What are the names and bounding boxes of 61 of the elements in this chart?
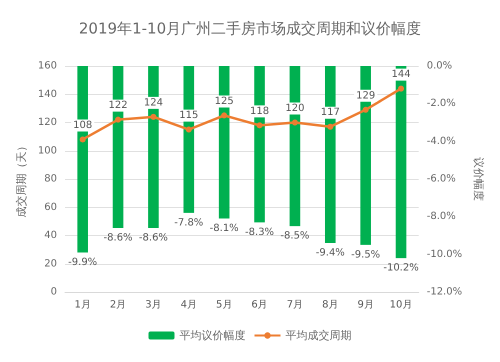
data-label: 122 xyxy=(108,100,128,112)
y2-tick-label: -10.0% xyxy=(426,248,462,260)
data-label: 120 xyxy=(285,103,304,114)
point xyxy=(292,120,298,126)
chart-title: 2019年1-10月广州二手房市场成交周期和议价幅度 xyxy=(78,20,422,38)
data-label: -8.6% xyxy=(104,232,133,244)
point xyxy=(398,86,404,92)
x-tick-label: 4月 xyxy=(180,300,197,310)
data-label: -9.5% xyxy=(351,249,380,260)
y-tick-label: 20 xyxy=(44,258,57,270)
y2-tick-label: -12.0% xyxy=(426,286,462,298)
y2-tick-label: -2.0% xyxy=(426,98,456,110)
legend-label: 平均成交周期 xyxy=(286,329,352,342)
y-tick-label: 120 xyxy=(38,117,57,128)
y-tick-label: 100 xyxy=(38,145,57,156)
y2-tick-label: -8.0% xyxy=(426,211,456,222)
data-label: -9.4% xyxy=(316,248,345,259)
point xyxy=(80,136,86,142)
y-tick-label: 60 xyxy=(44,202,57,213)
point xyxy=(256,122,263,128)
y2-tick-label: -6.0% xyxy=(426,174,456,184)
point xyxy=(150,114,156,120)
y2-axis-title: 议价幅度 xyxy=(472,157,485,201)
point xyxy=(327,124,334,130)
data-label: 108 xyxy=(73,120,92,131)
legend-label: 平均议价幅度 xyxy=(180,329,246,342)
x-tick-label: 2月 xyxy=(110,300,126,310)
data-label: -8.1% xyxy=(210,223,239,234)
data-label: 144 xyxy=(391,69,411,80)
x-tick-label: 1月 xyxy=(74,300,91,310)
x-tick-label: 5月 xyxy=(216,300,232,310)
x-tick-label: 8月 xyxy=(322,300,338,310)
y-tick-label: 0 xyxy=(50,286,57,298)
y-tick-label: 140 xyxy=(38,88,57,100)
y-tick-label: 40 xyxy=(44,230,57,241)
data-label: 118 xyxy=(250,106,270,117)
y-tick-label: 80 xyxy=(44,174,57,184)
data-label: 125 xyxy=(214,96,234,107)
x-tick-label: 7月 xyxy=(286,300,304,310)
y2-tick-label: 0.0% xyxy=(426,60,452,72)
data-label: -8.5% xyxy=(280,230,310,242)
point xyxy=(186,126,192,133)
data-label: 129 xyxy=(356,90,376,102)
y-axis-title: 成交周期（天） xyxy=(15,140,28,218)
x-tick-label: 3月 xyxy=(145,300,162,310)
point xyxy=(221,112,228,118)
data-label: 117 xyxy=(320,107,340,118)
data-label: 124 xyxy=(144,97,163,108)
data-label: 115 xyxy=(179,110,198,122)
x-tick-label: 10月 xyxy=(390,300,412,310)
y-tick-label: 160 xyxy=(38,60,57,72)
data-label: -10.2% xyxy=(383,262,419,274)
y2-tick-label: -4.0% xyxy=(426,136,456,147)
data-label: -8.6% xyxy=(138,232,168,244)
x-tick-label: 6月 xyxy=(251,300,268,310)
x-tick-label: 9月 xyxy=(357,300,374,310)
data-label: -8.3% xyxy=(245,226,274,238)
data-label: -7.8% xyxy=(174,217,204,228)
point xyxy=(115,116,122,123)
point xyxy=(362,106,369,113)
data-label: -9.9% xyxy=(68,256,98,268)
